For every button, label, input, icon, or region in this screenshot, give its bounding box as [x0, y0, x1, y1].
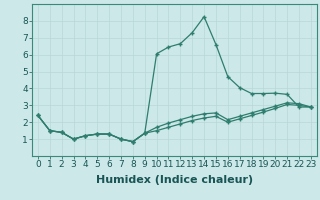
- X-axis label: Humidex (Indice chaleur): Humidex (Indice chaleur): [96, 175, 253, 185]
